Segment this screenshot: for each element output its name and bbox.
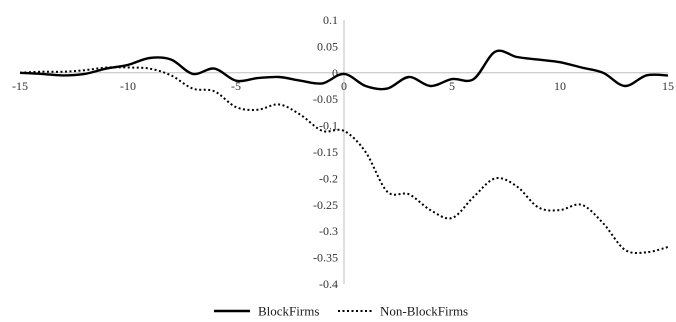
y-tick-label: -0.35	[313, 251, 338, 265]
y-tick-label: -0.25	[313, 198, 338, 212]
legend: BlockFirms Non-BlockFirms	[214, 304, 468, 319]
y-tick-label: 0.1	[323, 13, 338, 27]
x-tick-label: 10	[554, 79, 566, 93]
y-tick-label: -0.3	[319, 224, 338, 238]
legend-label-non-blockfirms: Non-BlockFirms	[380, 304, 468, 319]
x-axis-tick-labels: -15 -10 -5 0 5 10 15	[12, 79, 674, 93]
y-tick-label: -0.05	[313, 92, 338, 106]
y-tick-label: 0	[332, 66, 338, 80]
series-line-non-blockfirms	[19, 66, 669, 254]
y-tick-label: -0.1	[319, 119, 338, 133]
y-tick-label: -0.4	[319, 277, 338, 291]
x-tick-label: 0	[341, 79, 347, 93]
y-tick-label: -0.15	[313, 145, 338, 159]
x-tick-label: -15	[12, 79, 28, 93]
y-axis-tick-labels: 0.1 0.05 0 -0.05 -0.1 -0.15 -0.2 -0.25 -0.3 -0.35…	[313, 13, 338, 291]
y-tick-label: 0.05	[317, 39, 338, 53]
x-tick-label: 5	[449, 79, 455, 93]
legend-label-blockfirms: BlockFirms	[258, 304, 319, 319]
y-tick-label: -0.2	[319, 171, 338, 185]
x-tick-label: -5	[231, 79, 241, 93]
axes	[20, 20, 668, 284]
series-lines	[19, 49, 669, 254]
x-tick-label: -10	[120, 79, 136, 93]
series-line-blockfirms	[19, 49, 669, 91]
x-tick-label: 15	[662, 79, 674, 93]
